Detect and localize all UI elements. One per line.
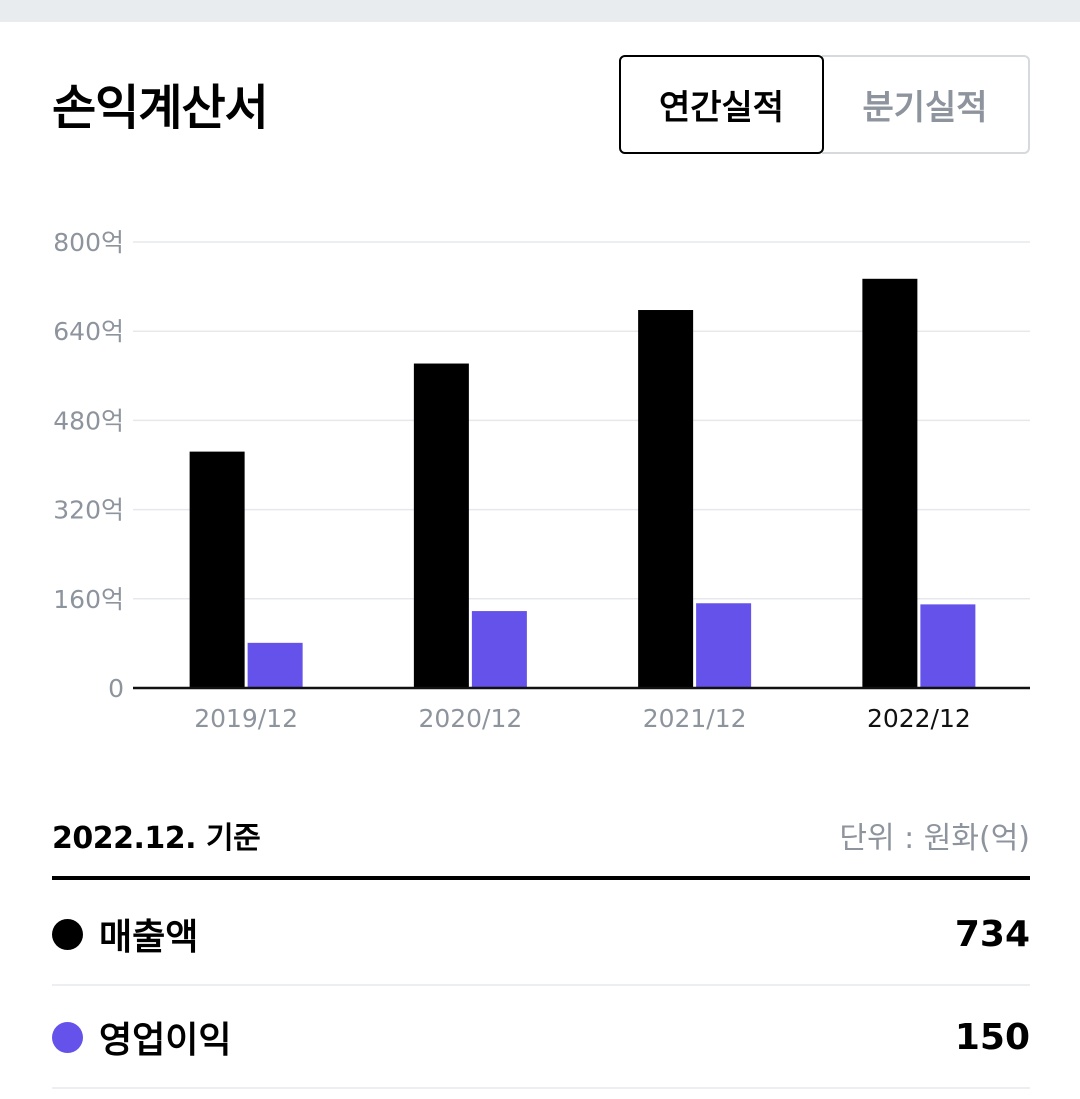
summary-divider xyxy=(52,876,1030,880)
legend-dot-operating-profit xyxy=(52,1021,83,1053)
row-value-revenue: 734 xyxy=(954,913,1030,955)
bar-chart: 0 160억 320억 480억 640억 800억 2019/12 2020/12 2021/… xyxy=(53,228,1030,733)
y-tick-label: 160억 xyxy=(53,585,124,614)
basis-date: 2022.12. 기준 xyxy=(52,821,261,856)
row-divider xyxy=(52,984,1030,986)
x-tick-label: 2022/12 xyxy=(867,704,971,733)
row-divider xyxy=(52,1087,1030,1089)
page-title: 손익계산서 xyxy=(52,80,269,136)
bar-revenue xyxy=(413,363,469,688)
row-label-operating-profit: 영업이익 xyxy=(99,1020,232,1061)
tab-annual[interactable]: 연간실적 xyxy=(619,55,824,154)
x-tick-label: 2019/12 xyxy=(194,704,298,733)
bar-operating-profit xyxy=(471,611,527,688)
unit-label: 단위 : 원화(억) xyxy=(839,821,1030,856)
y-tick-label: 480억 xyxy=(53,406,124,435)
bar-revenue xyxy=(862,278,918,688)
bar-revenue xyxy=(189,451,245,688)
period-toggle: 연간실적 분기실적 xyxy=(619,55,1030,154)
bar-operating-profit xyxy=(696,603,752,688)
bar-operating-profit xyxy=(247,642,303,688)
row-value-operating-profit: 150 xyxy=(954,1016,1030,1058)
tab-quarterly[interactable]: 분기실적 xyxy=(822,55,1030,154)
summary-row-revenue: 매출액 734 xyxy=(52,884,1030,984)
summary-row-operating-profit: 영업이익 150 xyxy=(52,987,1030,1087)
y-tick-label: 800억 xyxy=(53,228,124,257)
y-tick-label: 640억 xyxy=(53,317,124,346)
bar-operating-profit xyxy=(920,604,976,688)
y-tick-label: 0 xyxy=(108,674,124,703)
y-tick-label: 320억 xyxy=(53,496,124,525)
x-tick-label: 2020/12 xyxy=(418,704,522,733)
top-strip xyxy=(0,0,1080,22)
bar-revenue xyxy=(638,310,694,688)
x-tick-label: 2021/12 xyxy=(643,704,747,733)
legend-dot-revenue xyxy=(52,918,83,950)
row-label-revenue: 매출액 xyxy=(99,917,199,958)
